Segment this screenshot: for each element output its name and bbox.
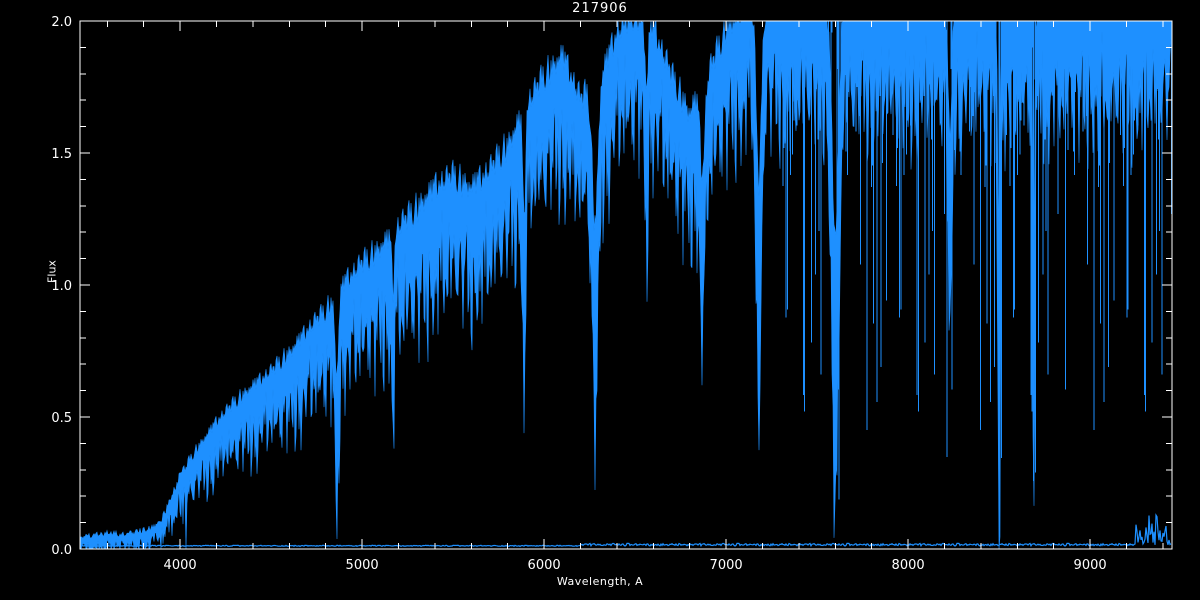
page-title: 217906 bbox=[572, 1, 628, 16]
x-axis-label: Wavelength, A bbox=[556, 575, 644, 588]
svg-text:5000: 5000 bbox=[346, 558, 379, 573]
spectrum-series-group bbox=[79, 19, 1173, 551]
svg-text:6000: 6000 bbox=[528, 558, 561, 573]
svg-text:0.5: 0.5 bbox=[51, 411, 72, 426]
axis-ticks bbox=[80, 20, 1172, 550]
svg-text:7000: 7000 bbox=[710, 558, 743, 573]
svg-text:1.0: 1.0 bbox=[51, 279, 72, 294]
svg-text:9000: 9000 bbox=[1074, 558, 1107, 573]
baseline-series-group bbox=[79, 513, 1172, 548]
svg-text:8000: 8000 bbox=[892, 558, 925, 573]
svg-text:2.0: 2.0 bbox=[51, 15, 72, 30]
axis-tick-labels: 4000 5000 6000 7000 8000 9000 0.0 0.5 1.0 1.5 2.0 bbox=[51, 15, 1106, 573]
svg-text:4000: 4000 bbox=[164, 558, 197, 573]
svg-text:1.5: 1.5 bbox=[51, 147, 72, 162]
svg-text:0.0: 0.0 bbox=[51, 543, 72, 558]
